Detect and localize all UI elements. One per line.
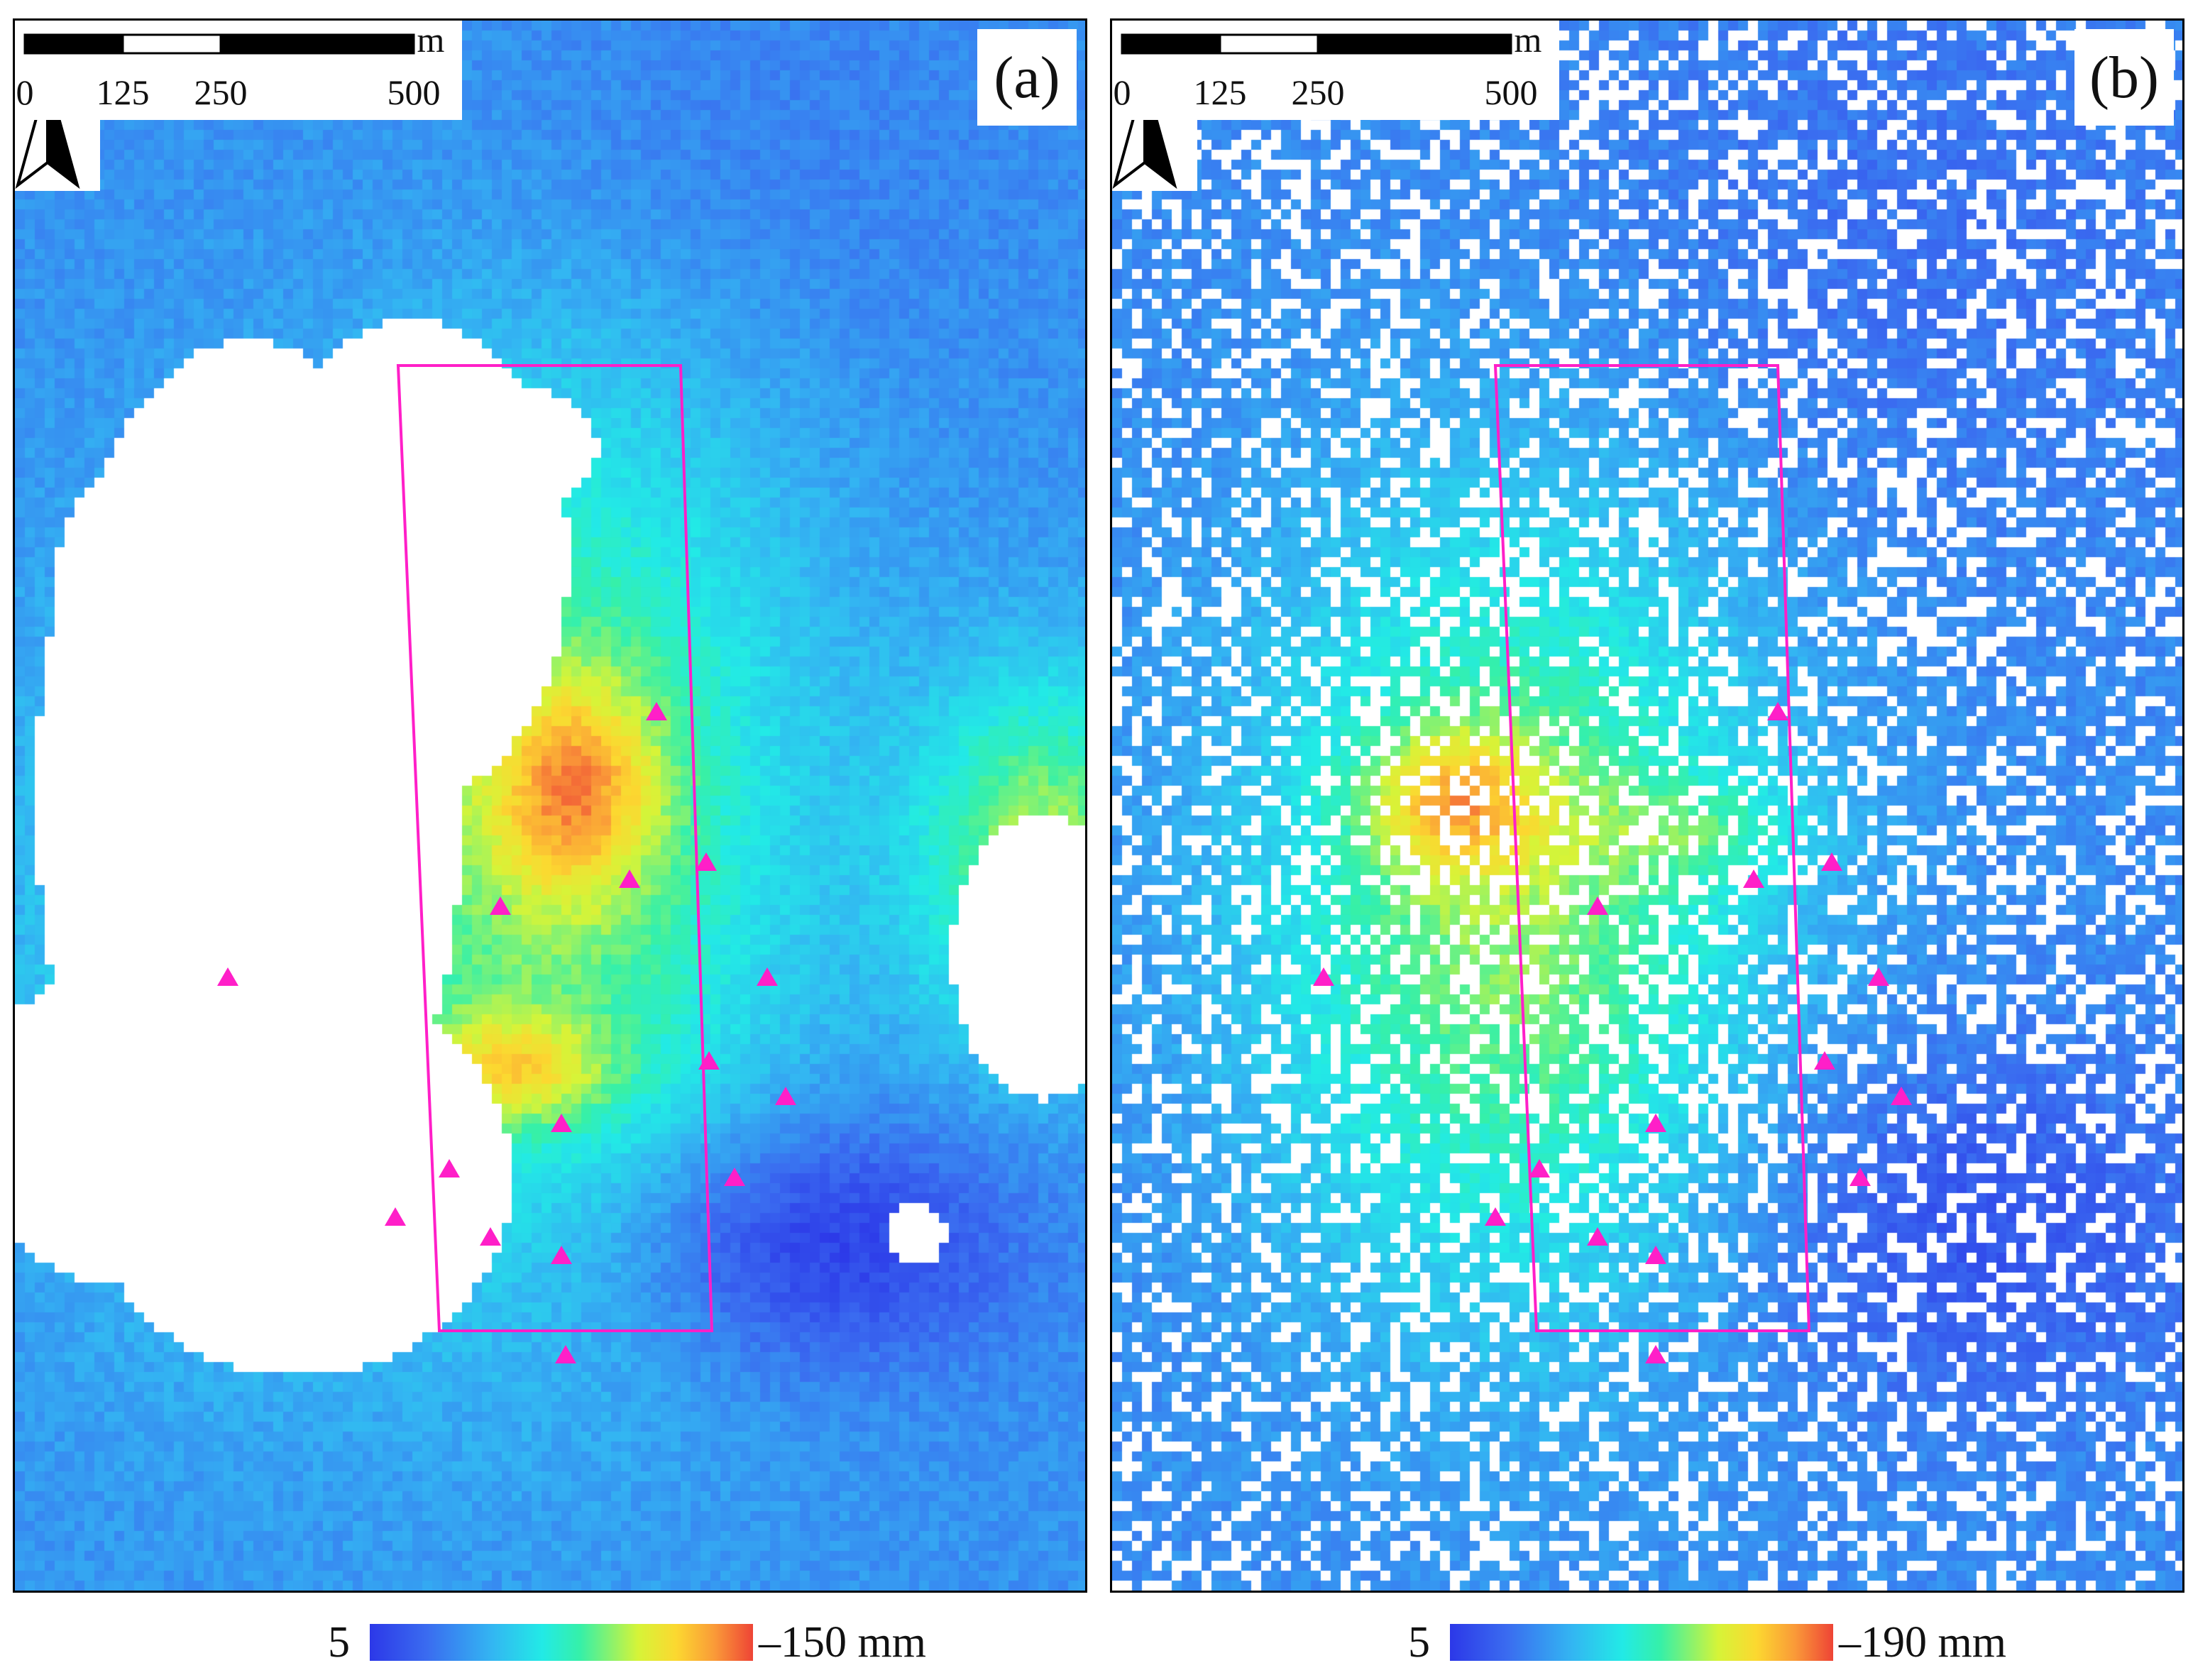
triangle-marker-icon	[385, 1207, 406, 1226]
triangle-marker-icon	[217, 967, 238, 986]
scale-bar-b: m 0 125 250 500	[1112, 21, 1559, 120]
triangle-marker-icon	[724, 1168, 745, 1186]
scale-unit: m	[417, 21, 445, 60]
scale-tick-125: 125	[1194, 72, 1247, 112]
colorbar-max-label: –150 mm	[759, 1618, 926, 1667]
scale-tick-250: 250	[1292, 72, 1345, 112]
triangle-marker-icon	[619, 869, 640, 888]
triangle-marker-icon	[1529, 1159, 1550, 1177]
study-area-outline	[1493, 364, 1811, 1332]
colorbar-a: 5 –150 mm	[328, 1614, 926, 1671]
triangle-marker-icon	[1485, 1207, 1506, 1226]
triangle-marker-icon	[480, 1227, 501, 1246]
triangle-marker-icon	[1587, 1227, 1608, 1246]
triangle-marker-icon	[1814, 1051, 1835, 1070]
panel-label-a: (a)	[977, 29, 1077, 126]
triangle-marker-icon	[439, 1159, 460, 1177]
triangle-marker-icon	[551, 1246, 572, 1264]
triangle-marker-icon	[1645, 1345, 1666, 1363]
deformation-raster-a	[15, 21, 1085, 1591]
scale-tick-125: 125	[97, 72, 150, 112]
map-panel-a: N (a) m 0 125 250 500	[13, 18, 1087, 1593]
deformation-raster-b	[1112, 21, 2182, 1591]
overlay-a	[217, 364, 796, 1363]
colorbar-gradient	[1450, 1624, 1833, 1661]
colorbar-min-label: 5	[1408, 1618, 1430, 1667]
scale-tick-0: 0	[16, 72, 34, 112]
scale-unit: m	[1515, 21, 1542, 60]
triangle-marker-icon	[1645, 1114, 1666, 1132]
triangle-marker-icon	[1891, 1087, 1912, 1105]
scale-tick-0: 0	[1114, 72, 1131, 112]
triangle-marker-icon	[1868, 967, 1889, 986]
triangle-marker-icon	[696, 852, 717, 871]
triangle-marker-icon	[551, 1114, 572, 1132]
colorbar-max-label: –190 mm	[1839, 1618, 2006, 1667]
triangle-marker-icon	[1821, 852, 1842, 871]
triangle-marker-icon	[757, 967, 778, 986]
triangle-marker-icon	[1743, 869, 1764, 888]
triangle-marker-icon	[1850, 1168, 1871, 1186]
triangle-marker-icon	[1313, 967, 1334, 986]
scale-bar-a: m 0 125 250 500	[15, 21, 462, 120]
colorbar-gradient	[370, 1624, 753, 1661]
colorbar-b: 5 –190 mm	[1408, 1614, 2006, 1671]
triangle-marker-icon	[490, 896, 511, 915]
triangle-marker-icon	[775, 1087, 796, 1105]
triangle-marker-icon	[1587, 896, 1608, 915]
triangle-marker-icon	[698, 1051, 720, 1070]
map-panel-b: N (b) m 0 125 250 500	[1110, 18, 2184, 1593]
scale-tick-500: 500	[388, 72, 441, 112]
triangle-marker-icon	[646, 702, 667, 720]
triangle-marker-icon	[555, 1345, 576, 1363]
colorbar-min-label: 5	[328, 1618, 350, 1667]
scale-tick-500: 500	[1485, 72, 1538, 112]
study-area-outline	[396, 364, 714, 1332]
triangle-marker-icon	[1645, 1246, 1666, 1264]
scale-tick-250: 250	[194, 72, 248, 112]
overlay-b	[1313, 364, 1912, 1363]
triangle-marker-icon	[1767, 702, 1788, 720]
panel-label-b: (b)	[2074, 29, 2174, 126]
